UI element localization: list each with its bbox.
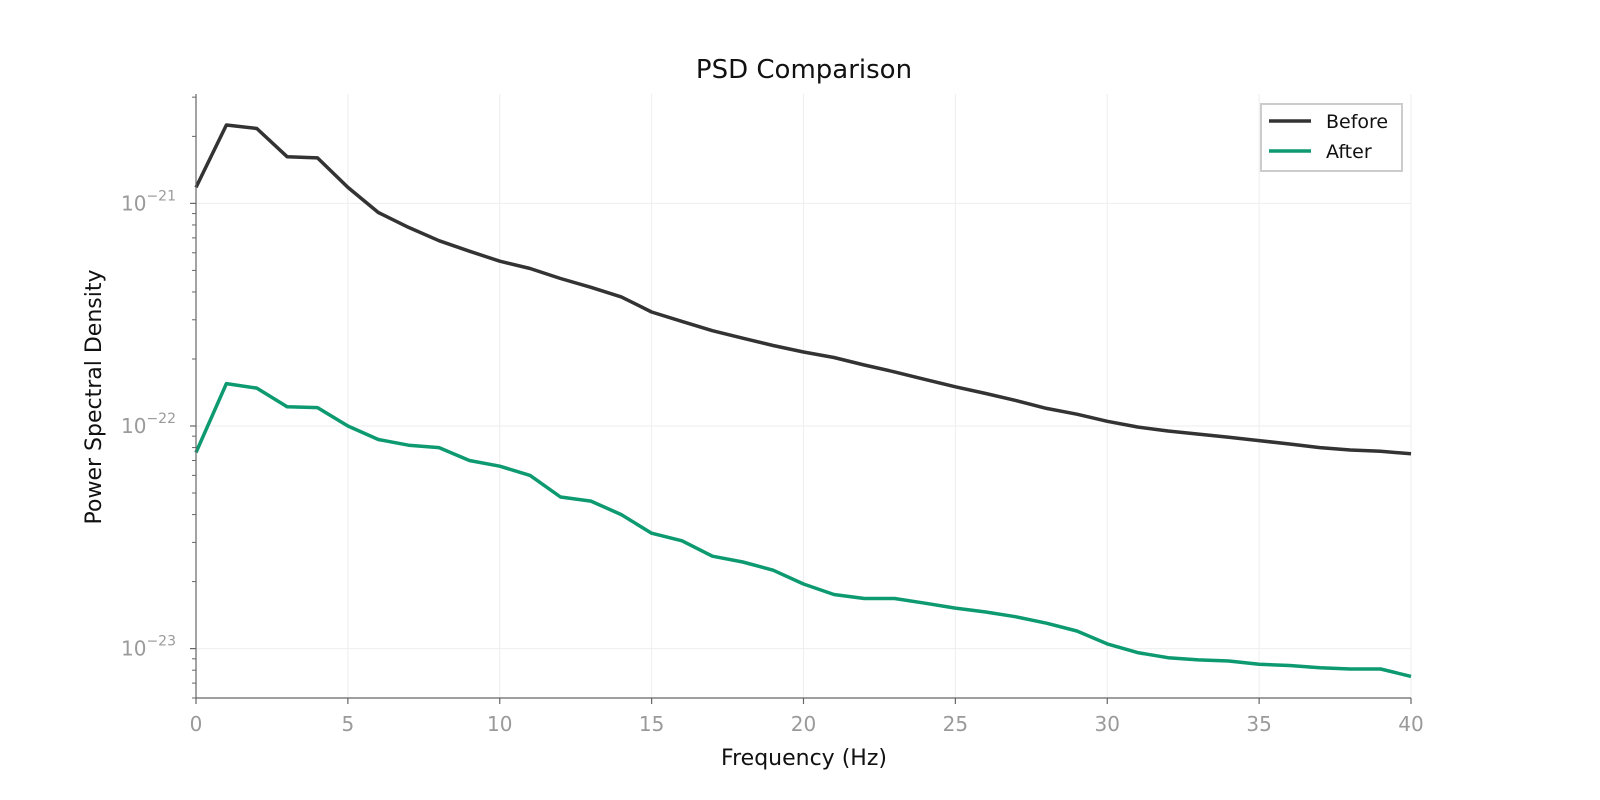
legend-label-before: Before bbox=[1326, 111, 1388, 133]
x-tick-label: 0 bbox=[190, 712, 203, 736]
x-tick-label: 5 bbox=[342, 712, 355, 736]
x-tick-label: 25 bbox=[943, 712, 968, 736]
y-tick-label: 10−21 bbox=[121, 188, 176, 215]
chart-title: PSD Comparison bbox=[696, 55, 912, 85]
y-axis-label: Power Spectral Density bbox=[82, 270, 107, 525]
x-ticks: 0 5 10 15 20 25 30 35 40 bbox=[190, 698, 1424, 736]
legend-box bbox=[1260, 103, 1403, 172]
series-line-before bbox=[194, 123, 1412, 456]
x-axis-label: Frequency (Hz) bbox=[721, 746, 887, 771]
grid-lines bbox=[195, 94, 1412, 698]
y-tick-label: 10−23 bbox=[121, 634, 176, 661]
y-tick-label: 10−22 bbox=[121, 411, 176, 438]
legend: Before After bbox=[1260, 103, 1403, 172]
series-layer bbox=[194, 123, 1412, 679]
x-tick-label: 40 bbox=[1398, 712, 1423, 736]
x-tick-label: 20 bbox=[791, 712, 816, 736]
x-tick-label: 35 bbox=[1246, 712, 1271, 736]
x-tick-label: 10 bbox=[487, 712, 512, 736]
x-tick-label: 15 bbox=[639, 712, 664, 736]
x-tick-label: 30 bbox=[1095, 712, 1120, 736]
series-line-after bbox=[194, 381, 1412, 679]
y-ticks: 10−23 10−22 10−21 bbox=[121, 96, 196, 699]
legend-label-after: After bbox=[1326, 141, 1372, 163]
